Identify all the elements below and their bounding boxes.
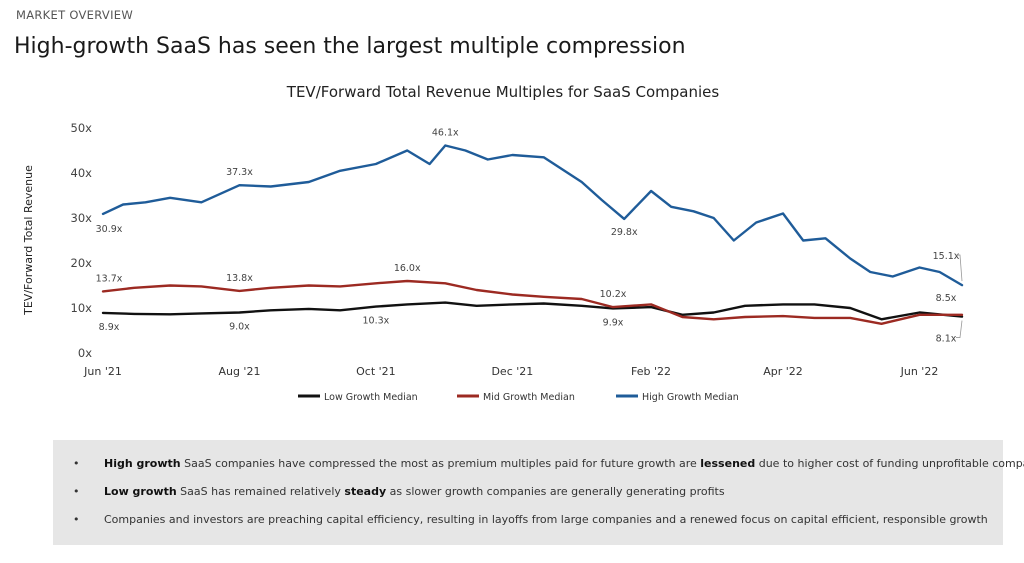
chart-title: TEV/Forward Total Revenue Multiples for … (286, 83, 720, 101)
note-fragment: SaaS companies have compressed the most … (180, 457, 701, 470)
y-tick-label: 0x (78, 346, 92, 360)
data-label: 37.3x (226, 167, 253, 178)
data-label: 16.0x (394, 263, 421, 274)
data-label: 10.2x (600, 289, 627, 300)
data-label: 9.9x (603, 317, 624, 328)
note-fragment: due to higher cost of funding unprofitab… (755, 457, 1024, 470)
data-label: 30.9x (96, 224, 123, 235)
x-tick-label: Aug '21 (218, 365, 260, 378)
y-tick-label: 30x (71, 211, 93, 225)
note-emphasis: Low growth (104, 485, 177, 498)
note-fragment: Companies and investors are preaching ca… (104, 513, 988, 526)
note-text: Companies and investors are preaching ca… (104, 513, 988, 526)
note-emphasis: High growth (104, 457, 181, 470)
multiples-line-chart: TEV/Forward Total Revenue Multiples for … (22, 83, 964, 403)
y-tick-label: 50x (71, 121, 93, 135)
notes-panel: • High growth SaaS companies have compre… (53, 440, 1024, 545)
data-label: 15.1x (933, 251, 960, 262)
y-tick-label: 40x (71, 166, 93, 180)
note-bullet: • (73, 457, 80, 470)
x-tick-label: Jun '21 (83, 365, 122, 378)
leader-line (956, 320, 963, 338)
y-axis-label: TEV/Forward Total Revenue (22, 165, 35, 316)
data-label: 46.1x (432, 128, 459, 139)
note-bullet: • (73, 485, 80, 498)
eyebrow-label: MARKET OVERVIEW (16, 8, 134, 22)
legend-label: High Growth Median (642, 392, 739, 403)
data-label: 29.8x (611, 227, 638, 238)
high-growth-median-line (101, 144, 964, 287)
data-label: 8.5x (936, 293, 957, 304)
data-label: 8.1x (936, 334, 957, 345)
leader-line (956, 254, 963, 282)
legend-label: Low Growth Median (324, 392, 418, 403)
legend-label: Mid Growth Median (483, 392, 575, 403)
data-label: 8.9x (99, 322, 120, 333)
mid-growth-median-line (101, 279, 964, 325)
data-label: 9.0x (229, 322, 250, 333)
note-fragment: SaaS has remained relatively (176, 485, 345, 498)
x-tick-label: Dec '21 (491, 365, 533, 378)
note-fragment: as slower growth companies are generally… (386, 485, 725, 498)
note-emphasis: lessened (700, 457, 756, 470)
data-label: 10.3x (363, 316, 390, 327)
low-growth-median-line (101, 301, 964, 321)
x-tick-label: Jun '22 (900, 365, 939, 378)
note-bullet: • (73, 513, 80, 526)
page-title: High-growth SaaS has seen the largest mu… (14, 34, 686, 59)
note-text: Low growth SaaS has remained relatively … (104, 485, 725, 498)
note-emphasis: steady (344, 485, 387, 498)
note-text: High growth SaaS companies have compress… (104, 457, 1024, 470)
y-tick-label: 10x (71, 301, 93, 315)
data-label: 13.7x (96, 273, 123, 284)
x-tick-label: Feb '22 (631, 365, 671, 378)
data-label: 13.8x (226, 273, 253, 284)
x-tick-label: Oct '21 (356, 365, 396, 378)
y-tick-label: 20x (71, 256, 93, 270)
x-tick-label: Apr '22 (763, 365, 803, 378)
